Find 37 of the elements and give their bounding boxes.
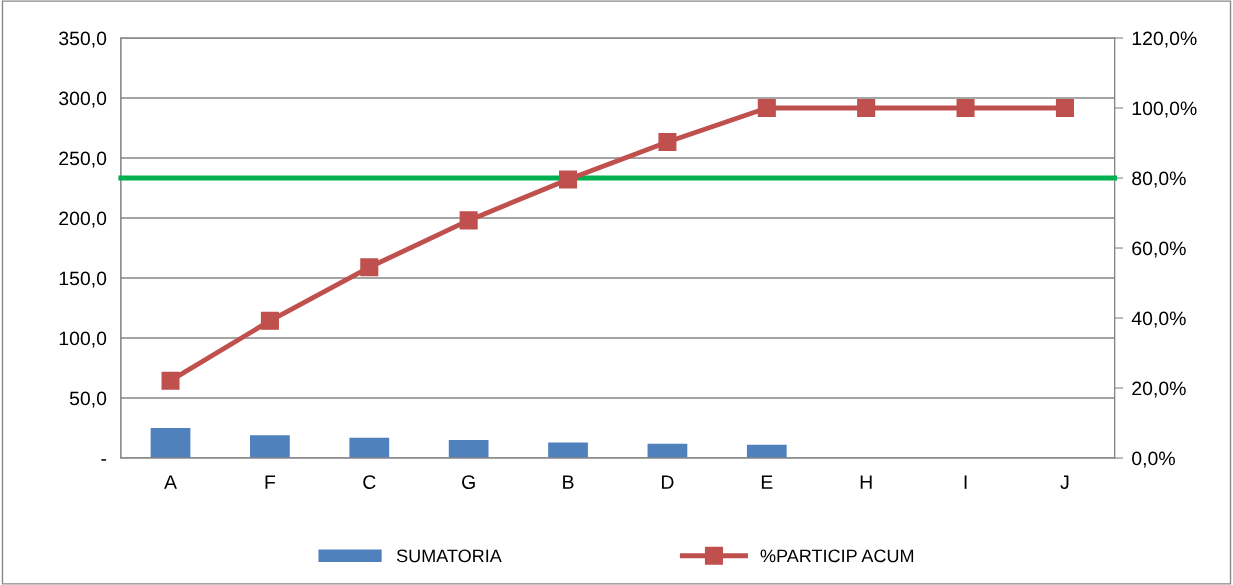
y-tick-label: 50,0 (69, 391, 107, 408)
point (161, 371, 180, 390)
y2-tick-label: 100,0% (1132, 101, 1197, 118)
point (956, 99, 975, 118)
point (1055, 99, 1074, 118)
x-tick-label: D (662, 475, 674, 489)
y2-tick-label: 0,0% (1132, 451, 1175, 468)
point (459, 211, 478, 230)
y-tick-label: 150,0 (59, 271, 107, 288)
y-tick-label: - (101, 459, 107, 461)
y-tick-label: 100,0 (59, 331, 107, 348)
point (260, 311, 279, 330)
point (857, 99, 876, 118)
point (757, 99, 776, 118)
x-tick-label: I (964, 475, 967, 489)
y2-tick-label: 20,0% (1132, 381, 1186, 398)
x-tick-label: E (761, 475, 773, 489)
y2-tick-label: 60,0% (1132, 241, 1186, 258)
point (559, 170, 578, 189)
x-tick-label: C (363, 475, 376, 489)
x-tick-label: J (1060, 475, 1069, 489)
y2-tick-label: 120,0% (1132, 31, 1197, 48)
y2-tick-label: 80,0% (1132, 171, 1186, 188)
legend-label: %PARTICIP ACUM (760, 549, 914, 563)
y-tick-label: 250,0 (59, 151, 107, 168)
y2-tick-label: 40,0% (1131, 311, 1186, 328)
y-tick-label: 200,0 (59, 211, 107, 228)
legend-label: SUMATORIA (396, 549, 502, 563)
x-tick-label: F (265, 475, 276, 489)
point (360, 258, 379, 277)
x-tick-label: H (860, 475, 872, 489)
x-tick-label: G (462, 475, 475, 489)
y-tick-label: 300,0 (59, 91, 107, 108)
y-tick-label: 350,0 (59, 31, 107, 48)
point (658, 132, 677, 152)
x-tick-label: A (164, 475, 177, 489)
x-tick-label: B (563, 475, 574, 489)
